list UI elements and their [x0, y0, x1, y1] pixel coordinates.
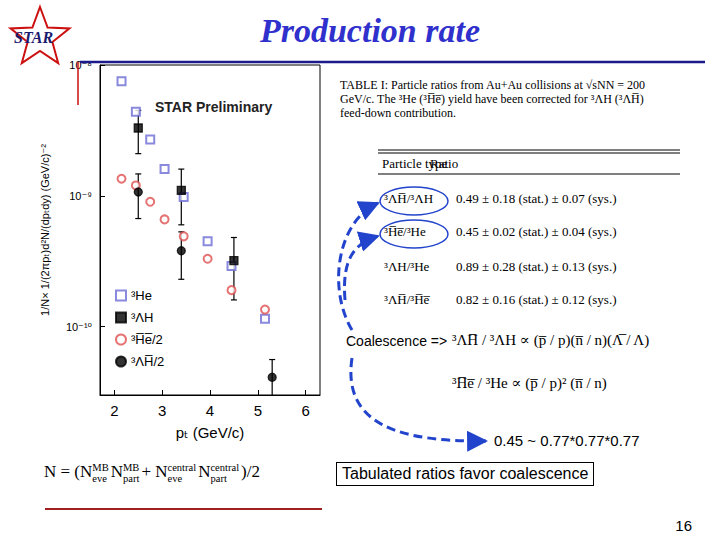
svg-text:³ΛH̅/2: ³ΛH̅/2: [131, 354, 164, 369]
svg-text:10⁻¹⁰: 10⁻¹⁰: [66, 321, 93, 333]
html-text:eve: eve: [167, 473, 183, 485]
svg-text:4: 4: [206, 402, 214, 419]
svg-text:³H̅e̅/2: ³H̅e̅/2: [131, 332, 163, 347]
html-text:³ΛH̅/³ΛH: ³ΛH̅/³ΛH: [384, 191, 433, 206]
svg-text:³He: ³He: [131, 288, 152, 303]
svg-text:pₜ (GeV/c): pₜ (GeV/c): [176, 424, 245, 441]
svg-text:10⁻⁹: 10⁻⁹: [69, 190, 92, 202]
html-text:N = (NMB: N = (NMB: [44, 462, 109, 482]
html-text:Coalescence => ³ΛH̅ / ³ΛH ∝ (p: Coalescence => ³ΛH̅ / ³ΛH ∝ (p̅ / p)(n̅ …: [346, 332, 650, 349]
html-text:0.45 ~ 0.77*0.77*0.77: 0.45 ~ 0.77*0.77*0.77: [494, 432, 640, 449]
html-text:³H̅e̅/³He: ³H̅e̅/³He: [384, 224, 426, 239]
html-text:16: 16: [675, 517, 692, 534]
html-text:Ncentral: Ncentral: [198, 462, 240, 482]
html-text:0.45 ± 0.02 (stat.) ± 0.04 (sy: 0.45 ± 0.02 (stat.) ± 0.04 (sys.): [456, 224, 617, 239]
html-text:Particle type: Particle type: [382, 156, 448, 171]
html-text:0.89 ± 0.28 (stat.) ± 0.13 (sy: 0.89 ± 0.28 (stat.) ± 0.13 (sys.): [456, 259, 617, 274]
html-text:Tabulated ratios favor coalesc: Tabulated ratios favor coalescence: [342, 465, 589, 482]
html-text:³ΛH̅/³H̅e̅: ³ΛH̅/³H̅e̅: [384, 292, 430, 307]
svg-text:6: 6: [301, 402, 309, 419]
svg-text:2: 2: [110, 402, 118, 419]
html-text:eve NMB: eve NMB: [92, 462, 140, 485]
html-text:)/2: )/2: [241, 462, 260, 482]
html-text:Production rate: Production rate: [260, 12, 480, 49]
html-text:TABLE I: Particle ratios from: TABLE I: Particle ratios from Au+Au coll…: [340, 78, 646, 120]
html-text:³H̅e̅ / ³He ∝ (p̅ / p)² (n̅ /: ³H̅e̅ / ³He ∝ (p̅ / p)² (n̅ / n): [452, 375, 607, 391]
html-text:part+ Ncentral: part+ Ncentral: [123, 462, 197, 485]
html-text:Ratio: Ratio: [430, 156, 459, 171]
html-text:³ΛH/³He: ³ΛH/³He: [384, 259, 430, 274]
svg-text:5: 5: [254, 402, 262, 419]
svg-text:10⁻⁸: 10⁻⁸: [69, 59, 92, 71]
svg-text:STAR Preliminary: STAR Preliminary: [155, 99, 272, 115]
svg-text:1/N× 1/(2πpₜ)d²N/(dpₜdy) (GeV/: 1/N× 1/(2πpₜ)d²N/(dpₜdy) (GeV/c)⁻²: [39, 144, 51, 316]
svg-text:³ΛH: ³ΛH: [131, 310, 153, 325]
html-text:0.82 ± 0.16 (stat.) ± 0.12 (sy: 0.82 ± 0.16 (stat.) ± 0.12 (sys.): [456, 292, 617, 307]
html-text:0.49 ± 0.18 (stat.) ± 0.07 (sy: 0.49 ± 0.18 (stat.) ± 0.07 (sys.): [456, 191, 617, 206]
html-text:part: part: [210, 473, 227, 485]
svg-text:3: 3: [158, 402, 166, 419]
html-text:STAR: STAR: [14, 29, 54, 46]
